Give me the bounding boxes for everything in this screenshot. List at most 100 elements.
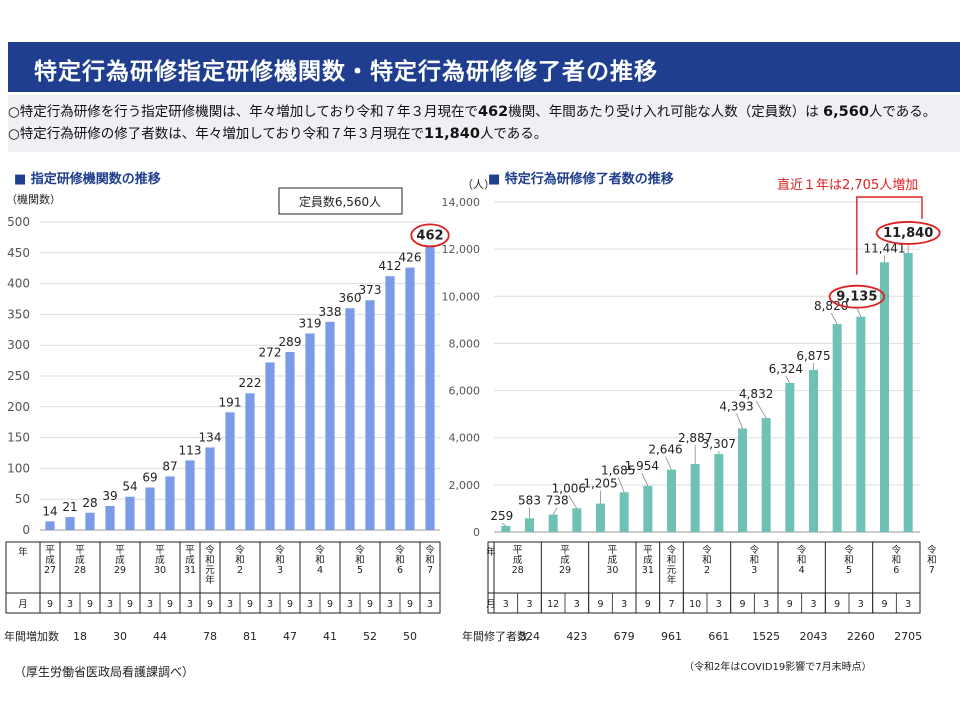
leader-line [830,312,838,325]
increase-value: 41 [323,630,337,643]
data-label: 462 [416,228,443,243]
page-title: 特定行為研修指定研修機関数・特定行為研修修了者の推移 [34,59,658,85]
bar [325,321,335,530]
era-label-char: 平 [185,545,195,556]
bar [45,521,55,530]
era-label-char: 6 [397,565,403,576]
data-label: 1,685 [601,463,635,477]
era-label-char: 和 [205,555,215,566]
month-label: 9 [127,599,133,610]
era-label-char: 和 [425,555,435,566]
era-label: 令和4 [797,544,807,576]
increase-value: 661 [708,630,729,643]
increase-row-label: 年間増加数 [4,629,59,643]
month-label: 3 [716,599,722,610]
leader-line [568,495,578,509]
data-label: 8,820 [814,299,848,313]
annotation-bracket [856,196,923,275]
era-label: 令和2 [702,544,712,576]
month-label: 3 [858,599,864,610]
increase-value: 2043 [800,630,828,643]
bar [572,508,582,532]
source-note: （厚生労働省医政局看護課調べ） [14,665,195,679]
era-label-char: 和 [275,555,285,566]
era-label-char: 2 [237,565,243,576]
month-label: 3 [621,599,627,610]
y-tick-label: 8,000 [449,337,481,350]
data-label: 39 [102,489,117,503]
y-tick-label: 500 [7,215,30,229]
data-label: 191 [219,395,242,409]
bar [619,492,629,532]
row-label-year: 年 [18,546,28,558]
bar [714,454,724,532]
era-label-char: 成 [115,554,125,566]
increase-value: 47 [283,630,297,643]
data-label: 1,954 [625,459,659,473]
bar [225,412,235,530]
era-label-char: 和 [315,555,325,566]
summary-text: ○特定行為研修の修了者数は、年々増加しており令和７年３月現在で [8,126,424,142]
bar [738,428,747,532]
increase-value: 52 [363,630,377,643]
data-label: 69 [142,470,157,484]
era-label-char: 和 [927,555,937,566]
data-label: 338 [319,305,342,319]
era-label-char: 2 [704,565,710,576]
month-label: 3 [427,599,433,610]
era-label-char: 令 [797,544,807,556]
era-label-char: 令 [315,544,325,556]
era-label-char: 4 [799,565,805,576]
era-label-char: 和 [892,555,902,566]
era-label-char: 令 [205,544,215,556]
data-label: 1,205 [583,477,617,491]
bar [667,469,676,532]
summary-text: 人である。 [868,104,937,120]
era-label-char: 成 [155,554,165,566]
summary-text: 人である。 [479,126,548,142]
data-label: 412 [379,259,402,273]
summary-institution-count: 462 [477,104,509,120]
increase-value: 2260 [847,630,875,643]
data-label: 11,840 [883,226,933,241]
bar [832,324,842,532]
month-label: 3 [387,599,393,610]
row-label-month: 月 [486,599,496,610]
month-label: 3 [574,599,580,610]
bar [856,316,866,532]
data-label: 272 [259,345,282,359]
y-tick-label: 0 [22,523,30,537]
era-label-char: 成 [75,554,85,566]
era-label: 令和4 [315,544,325,576]
data-label: 6,875 [796,349,830,363]
era-label-char: 令 [355,544,365,556]
month-label: 3 [763,599,769,610]
month-label: 3 [227,599,233,610]
bar [185,460,195,530]
era-label-char: 平 [115,545,125,556]
data-label: 113 [179,443,202,457]
era-label-char: 令 [750,544,760,556]
capacity-box [278,187,403,215]
axis-table [5,541,441,614]
data-label: 54 [122,480,137,494]
month-label: 7 [668,599,674,610]
data-label: 4,832 [739,387,773,401]
era-label: 令和6 [892,544,902,576]
month-label: 9 [167,599,173,610]
era-label-char: 28 [512,565,524,576]
era-label: 令和2 [235,544,245,576]
era-label-char: 平 [643,545,653,556]
leader-line [736,413,743,429]
month-label: 9 [407,599,413,610]
data-label: 134 [199,430,222,444]
bar [125,496,135,530]
month-label: 9 [834,599,840,610]
increase-value: 30 [113,630,127,643]
increase-value: 2705 [894,630,922,643]
bar [880,262,889,532]
era-label-char: 成 [45,554,55,566]
